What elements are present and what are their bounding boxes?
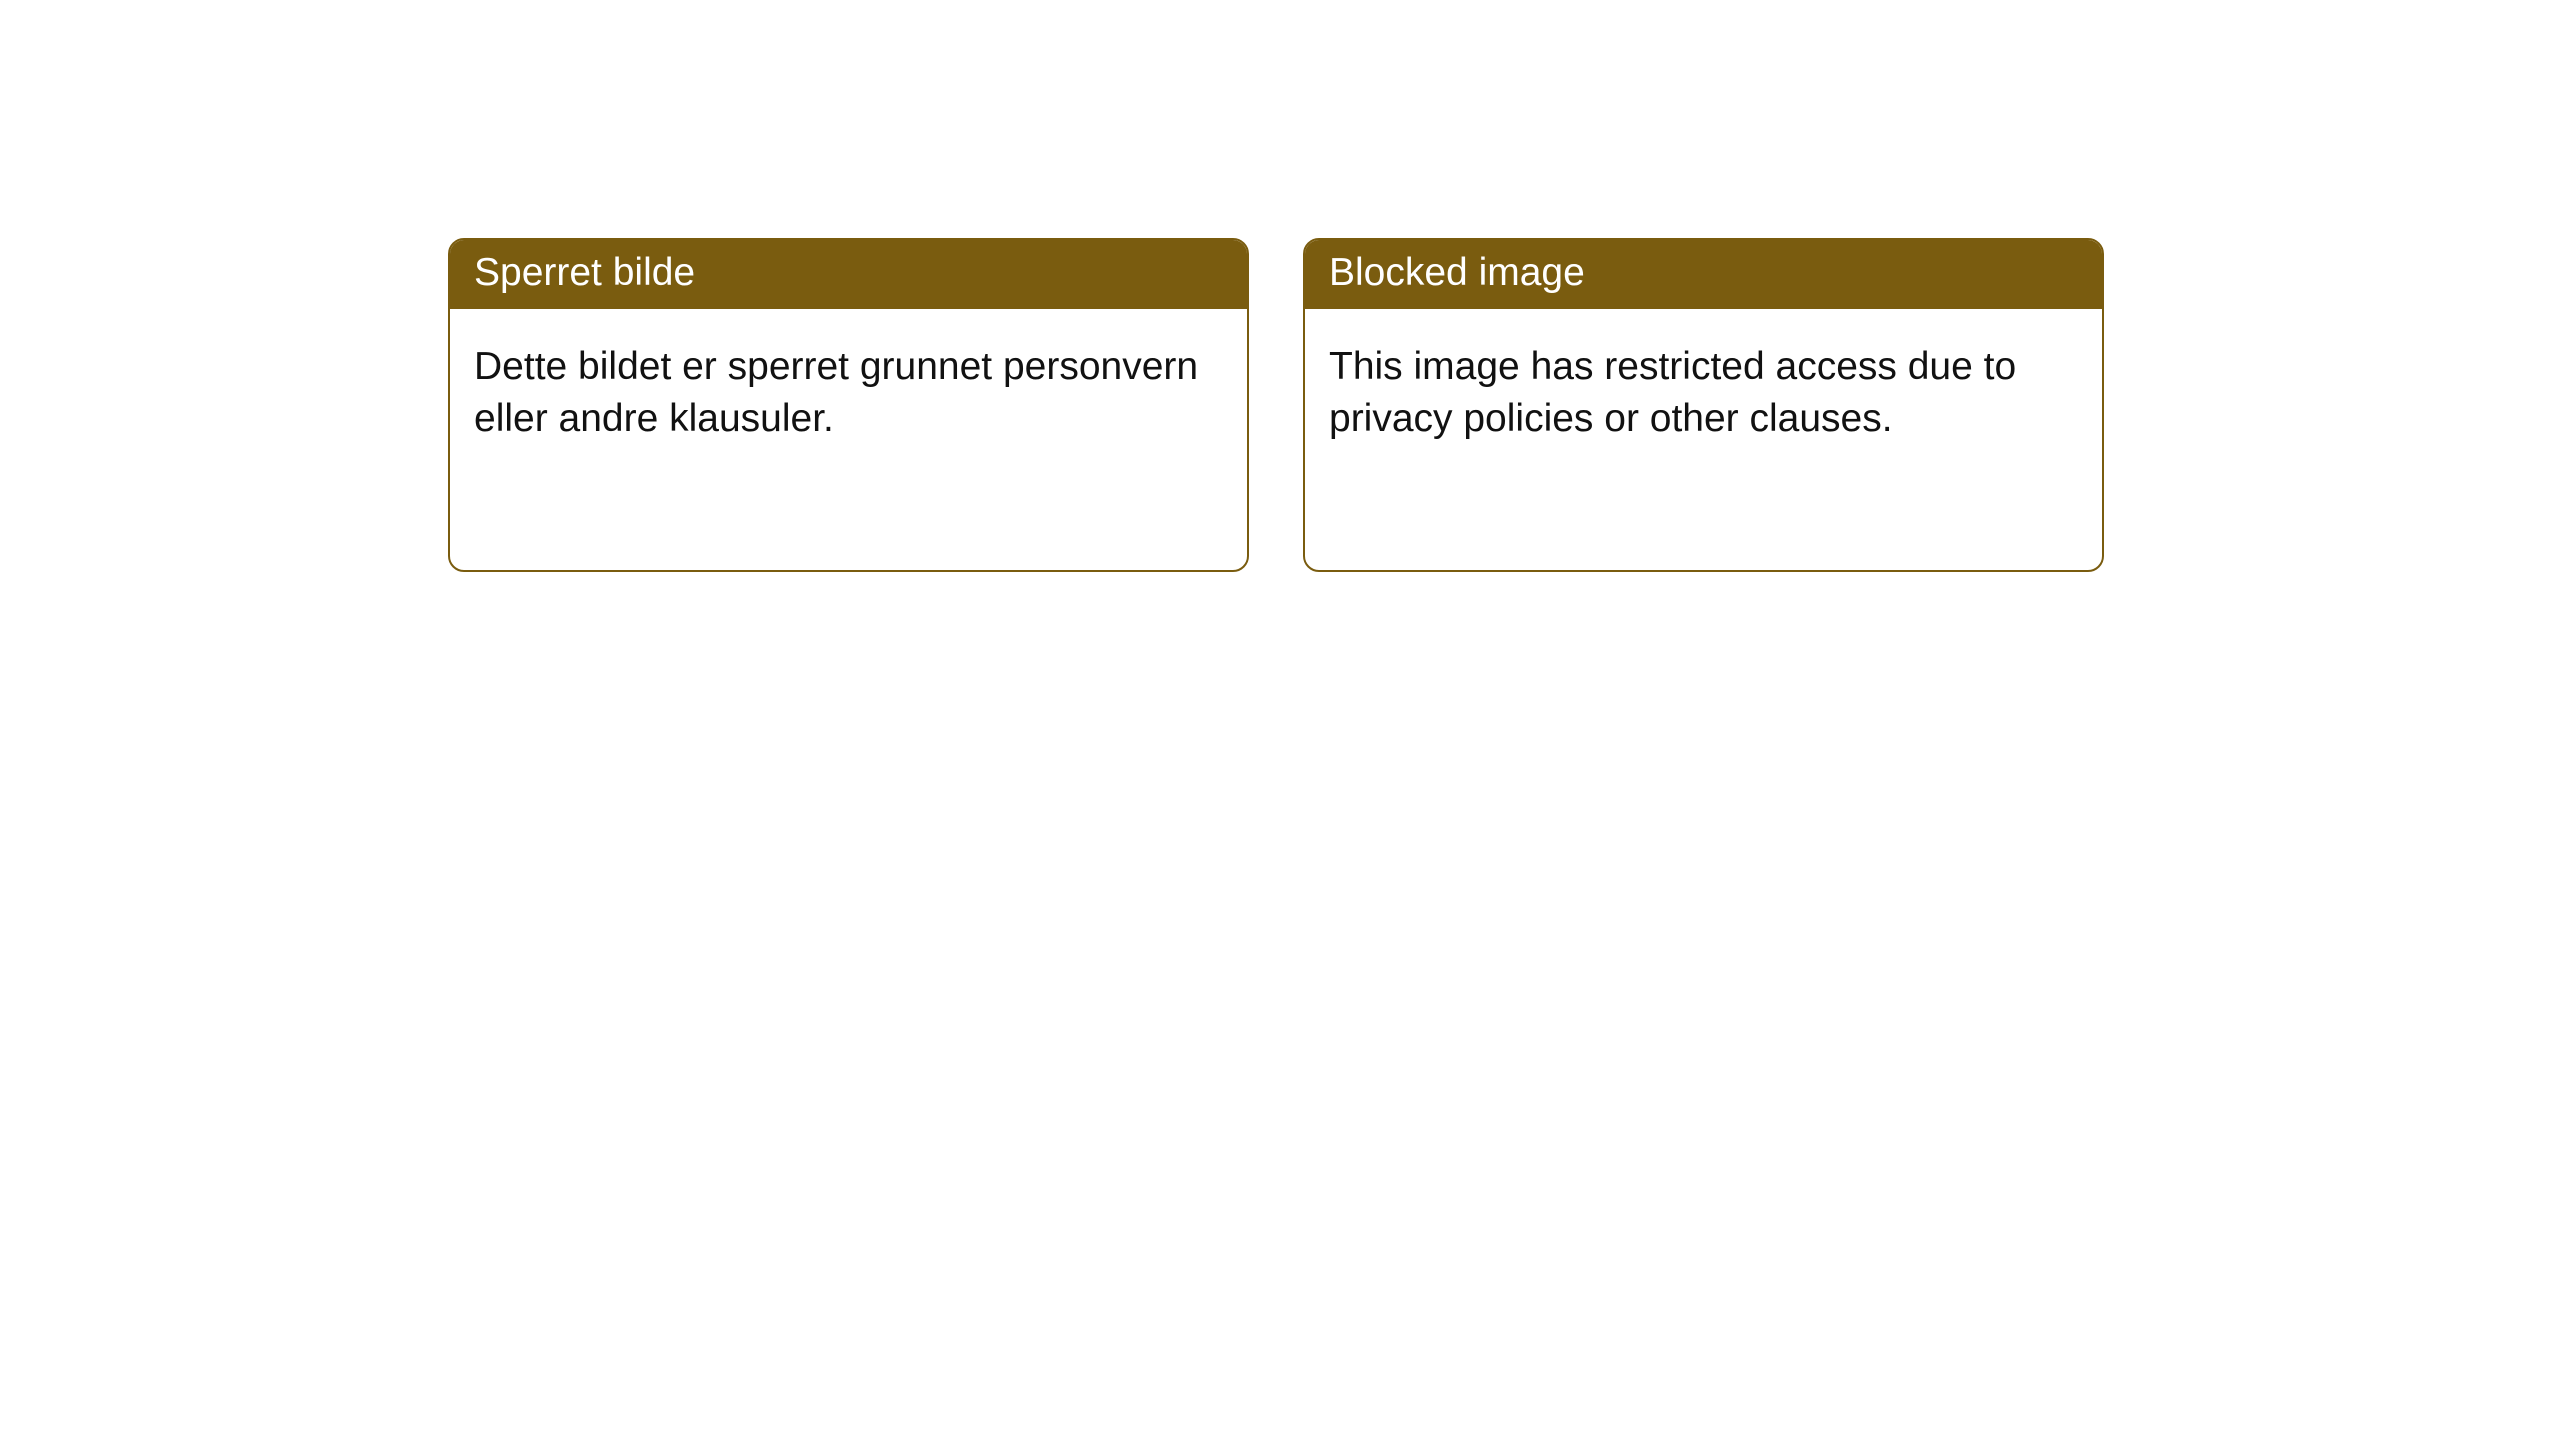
notice-card-body: This image has restricted access due to … [1305,309,2102,470]
notice-card-en: Blocked image This image has restricted … [1303,238,2104,572]
notice-card-title: Blocked image [1305,240,2102,309]
notice-card-body: Dette bildet er sperret grunnet personve… [450,309,1247,470]
notice-card-no: Sperret bilde Dette bildet er sperret gr… [448,238,1249,572]
notice-container: Sperret bilde Dette bildet er sperret gr… [0,0,2560,572]
notice-card-title: Sperret bilde [450,240,1247,309]
